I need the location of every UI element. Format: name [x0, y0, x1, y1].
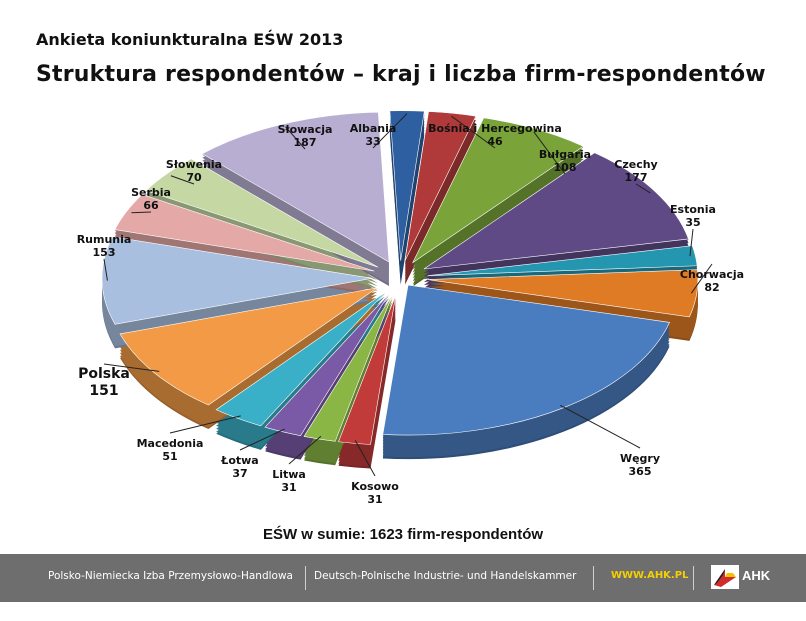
slice-label-name: Litwa [272, 468, 306, 481]
slice-label-value: 187 [294, 136, 317, 149]
slice-label-value: 66 [143, 199, 159, 212]
slice-label-value: 37 [232, 467, 247, 480]
ahk-logo-text: AHK [742, 568, 771, 583]
slice-czechy [423, 152, 689, 270]
slice-macedonia [215, 292, 385, 427]
slice-litwa [303, 294, 393, 442]
slice-s-owacja [201, 111, 390, 263]
slice-s-owenia [145, 158, 379, 268]
footer-divider [593, 566, 594, 590]
slice-label-value: 151 [89, 383, 118, 399]
slice-serbia [114, 194, 375, 272]
footer-pl-name: Polsko-Niemiecka Izba Przemysłowo-Handlo… [48, 570, 293, 582]
slice-label-name: Słowenia [166, 158, 222, 171]
slice-label-name: Polska [78, 366, 130, 382]
slice-w-gry [382, 284, 671, 436]
slice-label-name: Węgry [620, 452, 660, 465]
slice-chorwacja [427, 269, 699, 318]
slice-label-name: Bośnia i Hercegowina [428, 122, 562, 135]
leader-line [239, 428, 285, 451]
leader-line [170, 175, 195, 185]
slice--otwa [264, 293, 390, 437]
slice-label-value: 108 [554, 161, 577, 174]
leader-line [103, 258, 108, 281]
slice-kosowo [338, 295, 397, 445]
footer-bar: Polsko-Niemiecka Izba Przemysłowo-Handlo… [0, 554, 806, 602]
footer-url-link[interactable]: WWW.AHK.PL [611, 570, 689, 581]
ahk-logo-icon [711, 565, 739, 589]
leader-line [635, 183, 651, 194]
leader-line [560, 404, 641, 449]
leader-line [372, 113, 408, 149]
leader-line [689, 228, 694, 257]
slice-polska [119, 287, 378, 406]
slice-label-name: Estonia [670, 203, 716, 216]
slice-label-value: 153 [93, 246, 116, 259]
slice-label-name: Rumunia [77, 233, 132, 246]
slice-label-name: Serbia [131, 186, 171, 199]
slice-label-name: Słowacja [278, 123, 333, 136]
slice-label-name: Chorwacja [680, 268, 744, 281]
slice-bu-garia [412, 117, 585, 264]
slice-albania [389, 110, 425, 261]
footer-de-name: Deutsch-Polnische Industrie- und Handels… [314, 570, 577, 582]
slice-label-value: 31 [367, 493, 382, 506]
slice-label-value: 31 [281, 481, 296, 494]
leader-lines [103, 113, 713, 477]
footer-divider [693, 566, 694, 590]
slice-label-value: 46 [487, 135, 503, 148]
slice-label-name: Łotwa [220, 454, 258, 467]
slice-rumunia [101, 236, 373, 325]
slice-bo-nia-i-hercegowina [404, 111, 477, 262]
leader-line [533, 131, 566, 175]
total-summary: EŚW w sumie: 1623 firm-respondentów [262, 526, 544, 543]
slice-label-value: 365 [629, 465, 652, 478]
footer-divider [305, 566, 306, 590]
slice-label-value: 70 [186, 171, 202, 184]
leader-line [169, 415, 241, 434]
slice-label-name: Albania [350, 122, 397, 135]
slice-label-name: Czechy [614, 158, 657, 171]
slice-label-value: 33 [365, 135, 380, 148]
leader-line [285, 126, 306, 150]
slice-estonia [427, 245, 698, 276]
slice-label-value: 82 [704, 281, 719, 294]
pre-title: Ankieta koniunkturalna EŚW 2013 [36, 30, 344, 49]
slice-label-value: 35 [685, 216, 700, 229]
slice-label-name: Kosowo [351, 480, 399, 493]
slice-label-value: 51 [162, 450, 177, 463]
page-title: Struktura respondentów – kraj i liczba f… [36, 62, 766, 87]
leader-line [103, 363, 160, 372]
leader-line [288, 435, 322, 465]
leader-line [690, 263, 713, 294]
leader-line [131, 211, 152, 214]
pie-top-layer [101, 110, 699, 445]
leader-line [354, 440, 376, 477]
slice-label-value: 177 [625, 171, 648, 184]
slice-label-name: Bułgaria [539, 148, 591, 161]
leader-line [451, 115, 496, 149]
slice-label-name: Macedonia [137, 437, 204, 450]
